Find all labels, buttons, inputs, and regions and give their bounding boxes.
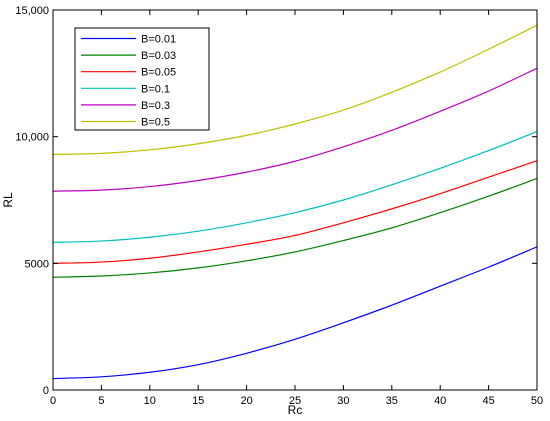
series-line-b-0-03	[52, 177, 538, 278]
y-tick-label: 10,000	[15, 132, 49, 144]
y-tick-label: 5000	[25, 258, 49, 270]
x-axis-label: Rc	[288, 403, 303, 417]
legend-label: B=0.5	[141, 117, 170, 129]
series-line-b-0-3	[52, 67, 538, 192]
x-tick-label: 15	[192, 395, 204, 407]
y-tick-label: 15,000	[15, 5, 49, 17]
legend-label: B=0.01	[141, 34, 176, 46]
x-tick-label: 50	[531, 395, 543, 407]
series-line-b-0-5	[52, 24, 538, 155]
y-axis-label: RL	[1, 192, 15, 208]
x-tick-label: 40	[434, 395, 446, 407]
x-tick-label: 0	[50, 395, 56, 407]
series-line-b-0-05	[52, 160, 538, 264]
series-layer	[52, 24, 538, 380]
x-tick-label: 25	[289, 395, 301, 407]
x-tick-label: 20	[240, 395, 252, 407]
plot-frame	[52, 9, 538, 391]
series-line-b-0-01	[52, 246, 538, 380]
legend: B=0.01 B=0.03 B=0.05 B=0.1 B=0.3 B=0.5	[74, 27, 210, 131]
x-tick-label: 30	[337, 395, 349, 407]
legend-label: B=0.1	[141, 83, 170, 95]
x-tick-label: 10	[144, 395, 156, 407]
series-line-b-0-1	[52, 131, 538, 243]
x-tick-label: 5	[98, 395, 104, 407]
x-tick-label: 35	[386, 395, 398, 407]
legend-label: B=0.03	[141, 50, 176, 62]
legend-label: B=0.3	[141, 100, 170, 112]
tick-layer: 0 5 10 15 20 25 30 35 40 45 50 0 5000 10,000 15,000	[15, 5, 543, 407]
x-tick-label: 45	[482, 395, 494, 407]
legend-box	[74, 27, 210, 131]
legend-label: B=0.05	[141, 67, 176, 79]
y-tick-label: 0	[43, 385, 49, 397]
